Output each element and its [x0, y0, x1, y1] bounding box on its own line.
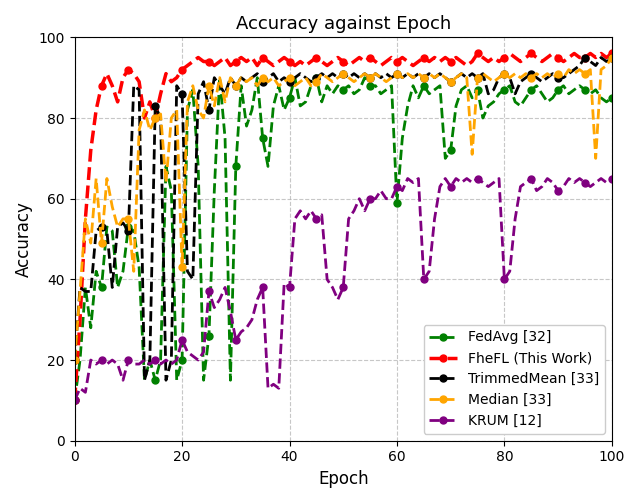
TrimmedMean [33]	[71, 357, 79, 363]
KRUM [12]	[71, 397, 79, 403]
Line: FheFL (This Work): FheFL (This Work)	[71, 50, 615, 404]
Median [33]	[608, 54, 616, 60]
FheFL (This Work)	[474, 50, 481, 56]
FedAvg [32]	[216, 74, 223, 80]
FheFL (This Work)	[479, 54, 487, 60]
TrimmedMean [33]	[581, 54, 589, 60]
KRUM [12]	[205, 288, 212, 294]
TrimmedMean [33]	[452, 74, 460, 80]
Line: Median [33]: Median [33]	[71, 54, 615, 364]
KRUM [12]	[318, 212, 326, 218]
FheFL (This Work)	[608, 50, 616, 56]
Line: TrimmedMean [33]: TrimmedMean [33]	[71, 54, 615, 384]
KRUM [12]	[393, 184, 401, 190]
Median [33]	[205, 82, 212, 89]
Legend: FedAvg [32], FheFL (This Work), TrimmedMean [33], Median [33], KRUM [12]: FedAvg [32], FheFL (This Work), TrimmedM…	[424, 325, 605, 434]
Median [33]	[108, 204, 116, 210]
X-axis label: Epoch: Epoch	[318, 470, 369, 488]
FedAvg [32]	[608, 95, 616, 101]
KRUM [12]	[479, 180, 487, 186]
TrimmedMean [33]	[141, 377, 148, 383]
FheFL (This Work)	[205, 58, 212, 64]
FedAvg [32]	[452, 103, 460, 109]
FheFL (This Work)	[318, 58, 326, 64]
KRUM [12]	[404, 176, 412, 182]
Median [33]	[71, 357, 79, 363]
FedAvg [32]	[108, 228, 116, 234]
Line: KRUM [12]: KRUM [12]	[71, 175, 615, 404]
FedAvg [32]	[323, 82, 331, 89]
KRUM [12]	[108, 357, 116, 363]
FheFL (This Work)	[447, 58, 454, 64]
Median [33]	[393, 70, 401, 76]
FedAvg [32]	[71, 397, 79, 403]
KRUM [12]	[452, 176, 460, 182]
Line: FedAvg [32]: FedAvg [32]	[71, 74, 615, 404]
FedAvg [32]	[399, 135, 406, 141]
KRUM [12]	[608, 176, 616, 182]
FheFL (This Work)	[71, 397, 79, 403]
Y-axis label: Accuracy: Accuracy	[15, 201, 33, 277]
FheFL (This Work)	[393, 58, 401, 64]
TrimmedMean [33]	[108, 284, 116, 290]
TrimmedMean [33]	[211, 74, 218, 80]
FedAvg [32]	[479, 115, 487, 121]
Median [33]	[474, 74, 481, 80]
TrimmedMean [33]	[323, 74, 331, 80]
FheFL (This Work)	[108, 82, 116, 89]
Median [33]	[447, 78, 454, 85]
TrimmedMean [33]	[399, 74, 406, 80]
Title: Accuracy against Epoch: Accuracy against Epoch	[236, 15, 451, 33]
Median [33]	[318, 70, 326, 76]
TrimmedMean [33]	[608, 54, 616, 60]
FedAvg [32]	[205, 333, 212, 339]
TrimmedMean [33]	[479, 70, 487, 76]
